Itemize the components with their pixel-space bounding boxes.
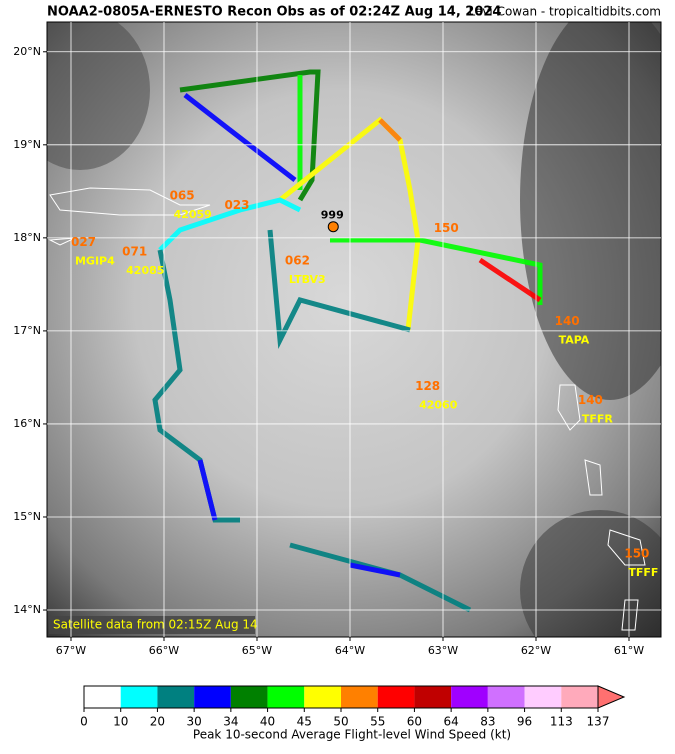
station-value: 140 (578, 393, 603, 407)
title: NOAA2-0805A-ERNESTO Recon Obs as of 02:2… (47, 5, 501, 20)
dark-cloudfree (47, 22, 150, 170)
y-tick-label: 15°N (13, 510, 41, 523)
x-tick-label: 62°W (521, 644, 551, 657)
y-tick-label: 14°N (13, 603, 41, 616)
note-box (49, 616, 255, 634)
y-tick-label: 20°N (13, 45, 41, 58)
station-id: MGIP4 (75, 255, 115, 268)
colorbar-bin (230, 686, 268, 708)
y-tick-label: 19°N (13, 138, 41, 151)
x-tick-label: 63°W (428, 644, 458, 657)
station-value: 150 (624, 547, 649, 561)
colorbar-label: Peak 10-second Average Flight-level Wind… (193, 728, 511, 742)
satellite-note: Satellite data from 02:15Z Aug 14 (53, 618, 258, 632)
map-frame (46, 21, 662, 638)
colorbar-tick-label: 96 (517, 715, 532, 729)
colorbar-bin (194, 686, 231, 708)
colorbar-tick-label: 60 (407, 715, 422, 729)
colorbar-bin (487, 686, 525, 708)
colorbar-bin (84, 686, 121, 708)
y-tick-label: 16°N (13, 417, 41, 430)
colorbar-tick-label: 40 (260, 715, 275, 729)
colorbar-bin (414, 686, 452, 708)
station-value: 062 (285, 254, 310, 268)
colorbar-tick-label: 30 (187, 715, 202, 729)
colorbar-bin (267, 686, 305, 708)
map-panel (47, 22, 661, 637)
x-tick-label: 61°W (614, 644, 644, 657)
colorbar-tick-label: 45 (297, 715, 312, 729)
colorbar-tick-label: 113 (550, 715, 573, 729)
colorbar-tick-label: 83 (480, 715, 495, 729)
x-tick-label: 65°W (242, 644, 272, 657)
storm-center (327, 221, 339, 233)
coastlines (48, 187, 646, 631)
colorbar-tick-label: 137 (587, 715, 610, 729)
station-value: 023 (224, 198, 249, 212)
colorbar-tick-label: 0 (80, 715, 88, 729)
colorbar-tick-label: 10 (113, 715, 128, 729)
colorbar-bin (561, 686, 598, 708)
colorbar-extension (597, 685, 626, 709)
station-value: 140 (555, 314, 580, 328)
station-id: TFFF (628, 566, 658, 579)
station-value: 027 (71, 235, 96, 249)
colorbar-tick-label: 50 (333, 715, 348, 729)
station-id: TAPA (559, 334, 590, 347)
station-value: 065 (170, 188, 195, 202)
colorbar-tick-label: 34 (223, 715, 238, 729)
colorbar-bin (524, 686, 562, 708)
station-value: 128 (415, 379, 440, 393)
station-id: 42060 (419, 399, 458, 412)
colorbar-bin (157, 686, 195, 708)
colorbar-tick-label: 20 (150, 715, 165, 729)
dark-cloudfree (520, 510, 661, 637)
flight-tracks (152, 69, 543, 613)
colorbar-tick-label: 64 (444, 715, 459, 729)
station-value: 150 (434, 221, 459, 235)
y-tick-label: 18°N (13, 231, 41, 244)
dark-cloudfree (520, 22, 661, 400)
station-id: 42085 (126, 264, 164, 277)
colorbar-bin (341, 686, 378, 708)
colorbar-bin (451, 686, 488, 708)
station-value: 071 (122, 244, 147, 258)
y-tick-label: 17°N (13, 324, 41, 337)
x-tick-label: 66°W (149, 644, 179, 657)
colorbar-bin (120, 686, 158, 708)
colorbar-bin (377, 686, 415, 708)
x-tick-label: 67°W (56, 644, 86, 657)
x-tick-label: 64°W (335, 644, 365, 657)
colorbar-bin (304, 686, 341, 708)
station-id: TFFR (582, 413, 614, 426)
pressure-label: 999 (321, 209, 344, 222)
station-id: LTBV3 (289, 273, 326, 286)
station-id: 42059 (174, 208, 212, 221)
credit: Levi Cowan - tropicaltidbits.com (468, 5, 661, 19)
colorbar-tick-label: 55 (370, 715, 385, 729)
